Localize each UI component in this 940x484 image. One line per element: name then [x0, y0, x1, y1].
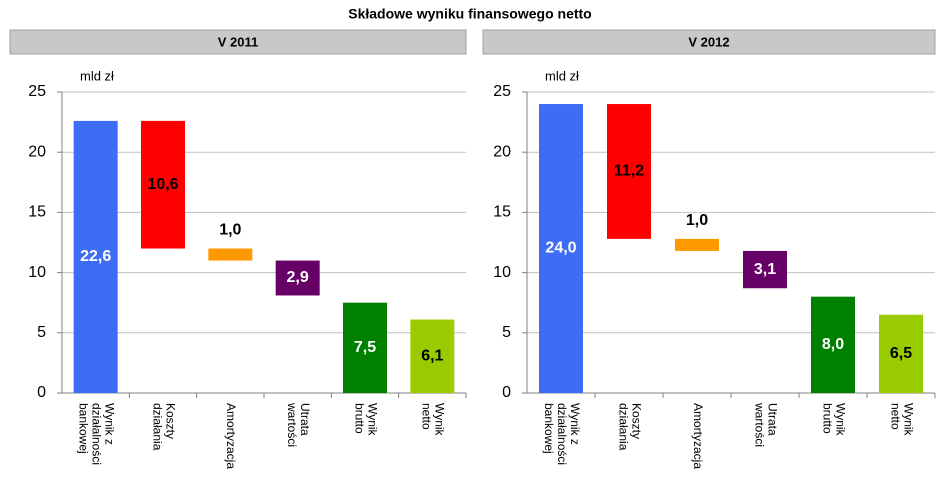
bar — [141, 120, 185, 249]
value-label: 1,0 — [219, 222, 241, 239]
x-tick-label: działalności — [555, 403, 569, 465]
x-tick-label: działania — [616, 403, 630, 451]
value-label: 10,6 — [147, 176, 178, 193]
y-tick-label: 10 — [493, 264, 511, 281]
x-tick-label: Wynik — [433, 403, 447, 437]
y-axis-label: mld zł — [545, 68, 579, 83]
x-tick-label: Utrata — [765, 403, 779, 436]
x-tick-label: Wynik — [901, 403, 915, 437]
bar — [811, 296, 855, 393]
x-tick-label: netto — [888, 403, 902, 430]
x-tick-label: Wynik z — [568, 403, 582, 445]
x-tick-label: brutto — [820, 403, 834, 434]
y-tick-label: 20 — [28, 143, 46, 160]
bar — [73, 120, 118, 394]
y-tick-label: 10 — [28, 264, 46, 281]
y-tick-label: 0 — [502, 384, 511, 401]
x-tick-label: Amortyzacja — [691, 403, 705, 469]
x-tick-label: bankowej — [76, 403, 90, 454]
bar — [675, 238, 719, 251]
y-tick-label: 20 — [493, 143, 511, 160]
x-tick-label: Wynik z — [102, 403, 116, 445]
bar — [879, 314, 923, 393]
x-tick-label: Utrata — [298, 403, 312, 436]
y-tick-label: 25 — [28, 83, 46, 100]
value-label: 3,1 — [754, 261, 776, 278]
x-tick-label: wartości — [285, 402, 299, 447]
bar — [539, 104, 583, 393]
value-label: 8,0 — [822, 336, 844, 353]
bar — [607, 104, 651, 239]
x-tick-label: bankowej — [542, 403, 556, 454]
x-tick-label: Koszty — [163, 403, 177, 439]
y-tick-label: 0 — [37, 384, 46, 401]
y-axis-label: mld zł — [80, 68, 114, 83]
bar — [343, 302, 387, 393]
chart-title: Składowe wyniku finansowego netto — [348, 6, 591, 22]
panel-title: V 2012 — [688, 34, 729, 49]
y-tick-label: 5 — [37, 324, 46, 341]
x-tick-label: brutto — [352, 403, 366, 434]
y-tick-label: 5 — [502, 324, 511, 341]
value-label: 2,9 — [287, 269, 309, 286]
bar — [275, 260, 320, 296]
value-label: 6,1 — [421, 347, 443, 364]
panel-header — [482, 29, 936, 55]
x-tick-label: Koszty — [629, 403, 643, 439]
x-tick-label: wartości — [752, 402, 766, 447]
y-tick-label: 15 — [493, 204, 511, 221]
value-label: 24,0 — [545, 240, 576, 257]
value-label: 7,5 — [354, 339, 376, 356]
value-label: 11,2 — [614, 163, 644, 180]
x-tick-label: netto — [420, 403, 434, 430]
x-tick-label: Amortyzacja — [224, 403, 238, 469]
x-tick-label: działania — [150, 403, 164, 451]
value-label: 6,5 — [890, 345, 912, 362]
bar — [410, 319, 455, 393]
panel-title: V 2011 — [218, 34, 259, 49]
x-tick-label: Wynik — [365, 403, 379, 437]
x-tick-label: Wynik — [833, 403, 847, 437]
value-label: 22,6 — [80, 248, 111, 265]
panel-header — [9, 29, 467, 55]
y-tick-label: 25 — [493, 83, 511, 100]
bar — [208, 248, 253, 261]
x-tick-label: działalności — [89, 403, 103, 465]
bar — [743, 250, 787, 289]
y-tick-label: 15 — [28, 204, 46, 221]
value-label: 1,0 — [686, 212, 708, 229]
